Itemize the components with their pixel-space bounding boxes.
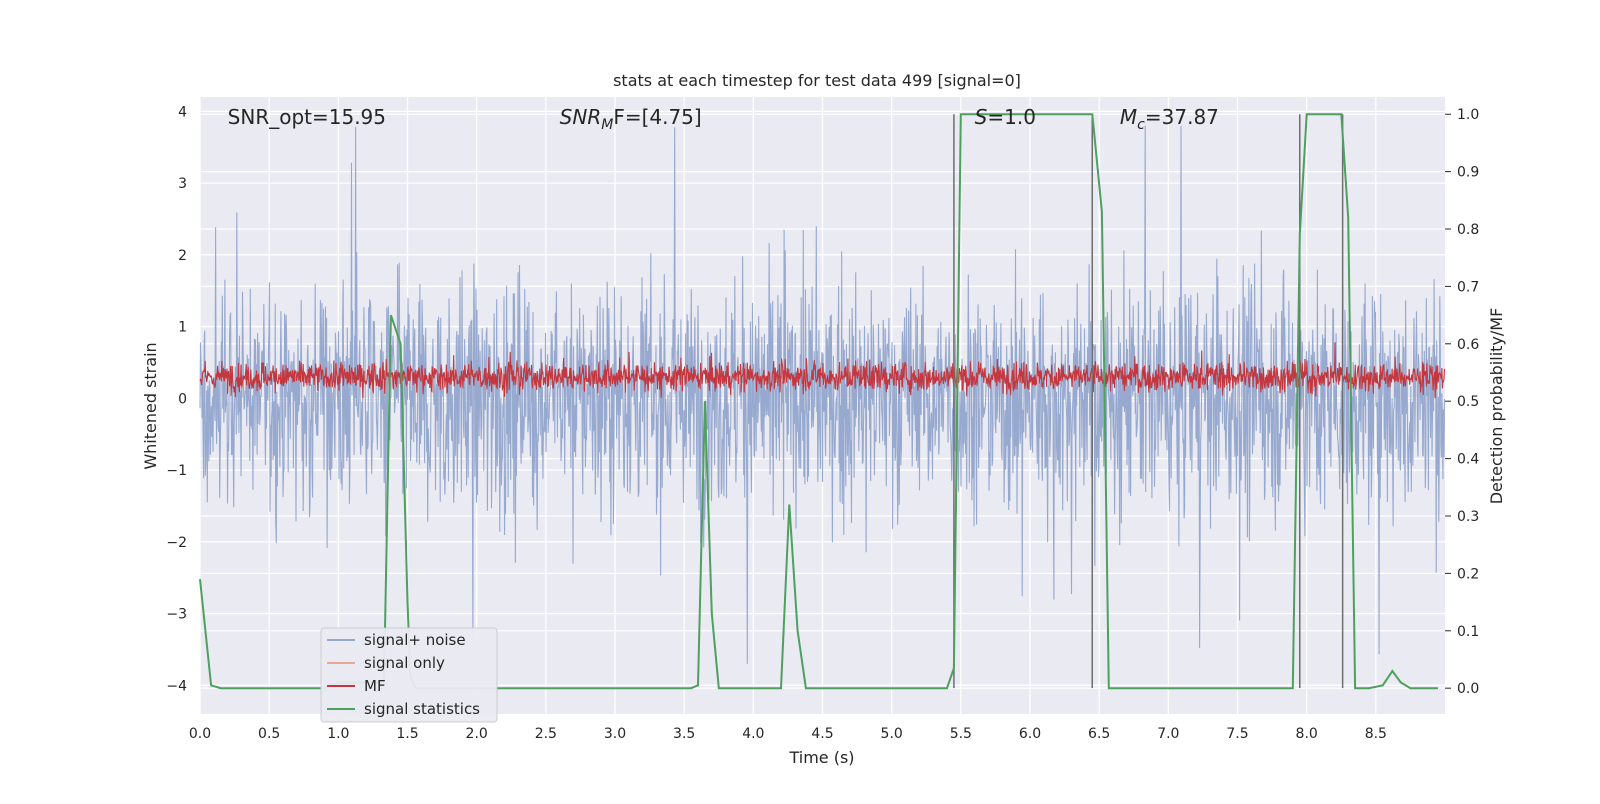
y-right-tick-label: 1.0 [1457,107,1479,123]
y-right-tick-label: 0.3 [1457,509,1479,525]
y-tick-label: 3 [178,176,187,192]
series-signal-statistics [199,113,1439,690]
legend: signal+ noise signal only MF signal statist… [320,627,498,723]
y-right-tick-label: 0.7 [1457,279,1479,295]
y-right-tick-labels: 1.0 0.9 0.8 0.7 0.6 0.5 0.4 0.3 0.2 0.1 0.0 [1445,107,1479,697]
legend-label: MF [364,677,386,695]
x-tick-label: 4.5 [811,726,833,742]
x-tick-label: 0.0 [189,726,211,742]
y-axis-label: Whitened strain [141,342,160,469]
legend-box [320,627,498,723]
y-right-tick-label: 0.6 [1457,337,1479,353]
legend-label: signal only [364,654,445,672]
chart-title: stats at each timestep for test data 499… [613,71,1021,90]
legend-label: signal+ noise [364,631,466,649]
mf-line [199,342,1446,399]
x-tick-label: 2.5 [535,726,557,742]
legend-label: signal statistics [364,700,480,718]
annotation-1: SNRMF=[4.75] [560,105,702,133]
y-tick-label: −3 [166,607,187,623]
x-tick-label: 3.0 [604,726,626,742]
x-tick-label: 6.5 [1088,726,1110,742]
x-tick-label: 3.5 [673,726,695,742]
annotations: SNR_opt=15.95 SNRMF=[4.75] S=1.0 Mc=37.87 [228,105,1219,133]
x-tick-label: 2.0 [466,726,488,742]
x-tick-label: 1.5 [396,726,418,742]
x-tick-label: 8.0 [1296,726,1318,742]
annotation-3: Mc=37.87 [1120,105,1219,133]
y-tick-label: 0 [178,391,187,407]
y-right-tick-label: 0.2 [1457,566,1479,582]
x-tick-label: 5.0 [881,726,903,742]
x-axis-label: Time (s) [788,748,854,767]
x-tick-label: 8.5 [1365,726,1387,742]
annotation-0: SNR_opt=15.95 [228,105,386,129]
y-tick-label: −1 [166,463,187,479]
x-tick-label: 7.0 [1157,726,1179,742]
y-tick-label: 2 [178,248,187,264]
y-right-tick-label: 0.8 [1457,222,1479,238]
series-signal-noise [199,125,1446,664]
y-right-tick-label: 0.1 [1457,624,1479,640]
y-right-tick-label: 0.4 [1457,452,1479,468]
signal-statistics-line [199,113,1439,690]
signal-noise-line [199,125,1446,664]
y-right-tick-label: 0.0 [1457,681,1479,697]
x-tick-labels: 0.0 0.5 1.0 1.5 2.0 2.5 3.0 3.5 4.0 4.5 5.0 5.5 6.0 6… [189,726,1387,742]
annotation-2: S=1.0 [975,105,1036,129]
y-axis-label-right: Detection probability/MF [1487,308,1506,505]
y-tick-label: 1 [178,320,187,336]
y-right-tick-label: 0.9 [1457,165,1479,181]
y-tick-labels: 4 3 2 1 0 −1 −2 −3 −4 [166,104,187,694]
x-tick-label: 6.0 [1019,726,1041,742]
x-tick-label: 0.5 [258,726,280,742]
x-tick-label: 5.5 [950,726,972,742]
y-tick-label: −4 [166,678,187,694]
y-right-tick-label: 0.5 [1457,394,1479,410]
x-tick-label: 1.0 [327,726,349,742]
series-mf [199,342,1446,399]
vertical-markers [953,114,1344,689]
y-tick-label: 4 [178,104,187,120]
x-tick-label: 7.5 [1226,726,1248,742]
x-tick-label: 4.0 [742,726,764,742]
y-tick-label: −2 [166,535,187,551]
